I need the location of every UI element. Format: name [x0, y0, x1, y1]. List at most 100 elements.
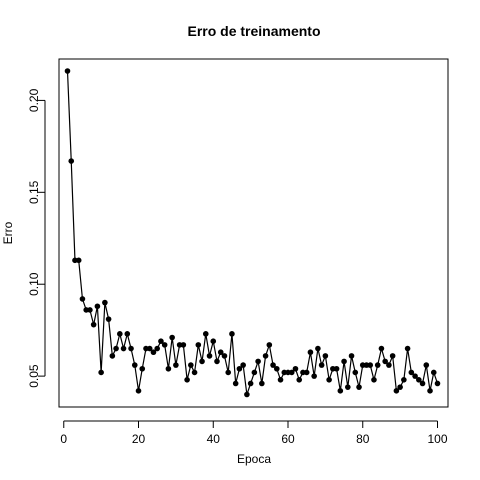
data-point — [90, 321, 97, 328]
data-point — [367, 362, 374, 368]
data-point — [221, 353, 228, 359]
data-point — [412, 373, 418, 379]
data-point — [352, 369, 359, 376]
x-tick-label: 100 — [427, 432, 447, 446]
data-point — [232, 380, 239, 387]
data-point — [326, 377, 332, 383]
data-point — [251, 369, 258, 376]
data-point — [404, 345, 411, 352]
data-point — [419, 380, 426, 387]
data-point — [105, 316, 112, 322]
data-point — [345, 384, 351, 390]
data-point — [371, 377, 377, 383]
data-point — [169, 334, 175, 341]
x-axis: 0 20 40 60 80 100 — [60, 420, 448, 446]
x-tick-label: 20 — [132, 432, 146, 446]
data-point — [180, 342, 187, 348]
y-axis: 0.05 0.10 0.15 0.20 — [27, 88, 46, 388]
data-point — [382, 358, 388, 365]
data-point — [217, 349, 224, 356]
y-tick-label: 0.15 — [27, 180, 41, 204]
data-point — [356, 384, 362, 390]
data-point — [94, 303, 101, 310]
data-point — [165, 365, 172, 372]
data-point — [270, 362, 276, 368]
data-point — [109, 353, 116, 359]
data-point — [117, 331, 123, 337]
data-point — [150, 349, 157, 356]
data-point — [341, 358, 347, 365]
data-point — [374, 362, 381, 368]
data-point — [113, 345, 119, 352]
data-point — [337, 388, 344, 394]
data-point — [236, 365, 243, 372]
data-point — [214, 358, 220, 365]
data-point — [225, 369, 232, 376]
data-point — [333, 365, 340, 372]
x-tick-label: 40 — [207, 432, 221, 446]
data-point — [158, 338, 164, 345]
data-point — [348, 353, 355, 359]
data-point — [259, 380, 265, 387]
data-point — [191, 369, 198, 376]
series-layer — [64, 68, 441, 398]
data-point — [128, 345, 134, 352]
data-point — [68, 158, 75, 164]
data-point — [240, 362, 246, 368]
data-point — [146, 345, 153, 352]
data-point — [393, 388, 400, 394]
data-point — [262, 353, 269, 359]
data-point — [64, 68, 71, 74]
data-point — [188, 362, 194, 368]
data-point — [184, 377, 190, 383]
y-tick-label: 0.10 — [27, 272, 41, 296]
data-point — [135, 388, 142, 394]
data-point — [87, 307, 93, 313]
data-point — [120, 345, 127, 352]
data-point — [206, 353, 213, 359]
data-point — [311, 373, 317, 379]
data-point — [318, 362, 325, 368]
plot-frame — [58, 58, 449, 408]
data-point — [210, 338, 217, 345]
y-axis-label: Erro — [1, 221, 15, 244]
data-point — [401, 377, 407, 383]
series-line — [66, 70, 439, 395]
data-point — [430, 369, 437, 376]
data-point — [423, 362, 430, 368]
data-point — [292, 365, 299, 372]
data-point — [307, 349, 314, 356]
data-point — [247, 380, 254, 387]
data-point — [296, 377, 303, 383]
data-point — [98, 369, 104, 376]
data-point — [244, 391, 250, 398]
data-point — [427, 388, 433, 394]
data-point — [139, 365, 146, 372]
data-point — [386, 362, 392, 368]
data-point — [266, 342, 273, 348]
data-point — [102, 299, 108, 306]
data-point — [154, 345, 160, 352]
y-tick-label: 0.05 — [27, 364, 41, 388]
x-tick-label: 0 — [60, 432, 67, 446]
data-point — [131, 362, 138, 368]
data-point — [124, 331, 131, 337]
y-tick-label: 0.20 — [27, 88, 41, 112]
data-point — [322, 353, 329, 359]
data-point — [408, 369, 415, 376]
chart-title: Erro de treinamento — [187, 23, 320, 39]
data-point — [277, 377, 284, 383]
data-point — [273, 365, 280, 372]
data-point — [161, 342, 168, 348]
data-point — [229, 331, 235, 337]
x-tick-label: 60 — [281, 432, 295, 446]
data-point — [202, 331, 209, 337]
x-tick-label: 80 — [356, 432, 370, 446]
data-point — [378, 345, 385, 352]
x-axis-label: Epoca — [237, 452, 271, 466]
data-point — [75, 257, 82, 264]
data-point — [416, 377, 422, 383]
data-point — [255, 358, 261, 365]
